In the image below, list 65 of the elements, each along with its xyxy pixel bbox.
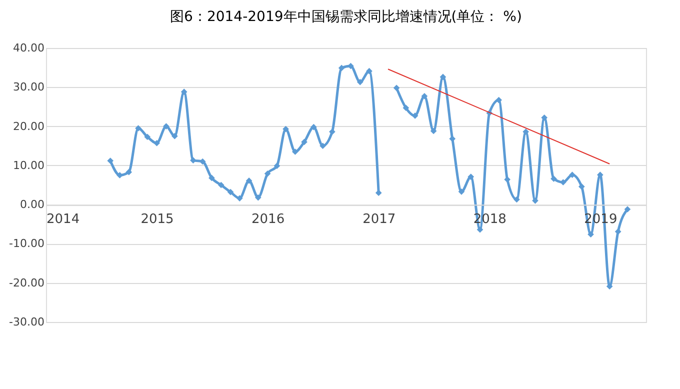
point — [199, 158, 206, 165]
point — [180, 88, 188, 95]
y-tick-label: -20.00 — [9, 276, 44, 290]
point — [163, 123, 170, 130]
point — [440, 74, 446, 80]
y-tick-label: 20.00 — [13, 120, 44, 133]
point — [135, 125, 142, 132]
point — [569, 172, 576, 178]
x-tick-label: 2017 — [362, 212, 396, 228]
point — [476, 226, 484, 233]
point — [227, 188, 234, 196]
x-tick-label: 2015 — [140, 212, 174, 228]
chart-title: 图6：2014-2019年中国锡需求同比增速情况(单位： %) — [170, 9, 522, 25]
point — [458, 188, 465, 195]
point — [504, 176, 510, 183]
y-tick-label: 30.00 — [13, 80, 44, 94]
point — [246, 178, 252, 184]
point — [301, 138, 308, 146]
point — [578, 183, 585, 190]
point — [541, 114, 548, 121]
point — [172, 132, 178, 140]
point — [449, 136, 456, 142]
point — [412, 112, 418, 119]
point — [560, 179, 566, 186]
point — [292, 148, 298, 155]
point — [338, 64, 345, 72]
point — [107, 158, 114, 164]
point — [588, 231, 594, 238]
point — [468, 174, 474, 180]
x-tick-label: 2014 — [46, 212, 80, 228]
point — [393, 84, 400, 92]
point — [236, 195, 243, 202]
point — [375, 190, 382, 196]
y-tick-label: 0.00 — [20, 198, 44, 212]
point — [274, 162, 280, 169]
point — [144, 134, 151, 140]
point — [320, 142, 326, 150]
point — [218, 182, 224, 188]
y-tick-label: 40.00 — [13, 42, 44, 54]
point — [154, 140, 160, 146]
y-tick-label: -30.00 — [9, 316, 44, 328]
point — [366, 68, 372, 74]
y-tick-label: 10.00 — [13, 158, 44, 172]
point — [624, 206, 631, 212]
point — [421, 92, 428, 100]
point — [430, 128, 437, 134]
y-tick-label: -10.00 — [9, 237, 44, 250]
point — [522, 128, 529, 135]
point — [550, 176, 557, 182]
point — [329, 128, 336, 135]
point — [310, 124, 317, 130]
point — [356, 78, 364, 86]
point — [532, 197, 538, 204]
point — [264, 170, 271, 177]
point — [282, 126, 289, 132]
point — [348, 62, 354, 70]
point — [496, 96, 502, 104]
point — [126, 168, 132, 176]
point — [606, 283, 613, 290]
point — [208, 174, 215, 182]
point — [514, 196, 520, 203]
x-tick-label: 2016 — [252, 212, 285, 228]
point — [614, 228, 622, 235]
point — [254, 194, 262, 201]
point — [402, 104, 410, 112]
